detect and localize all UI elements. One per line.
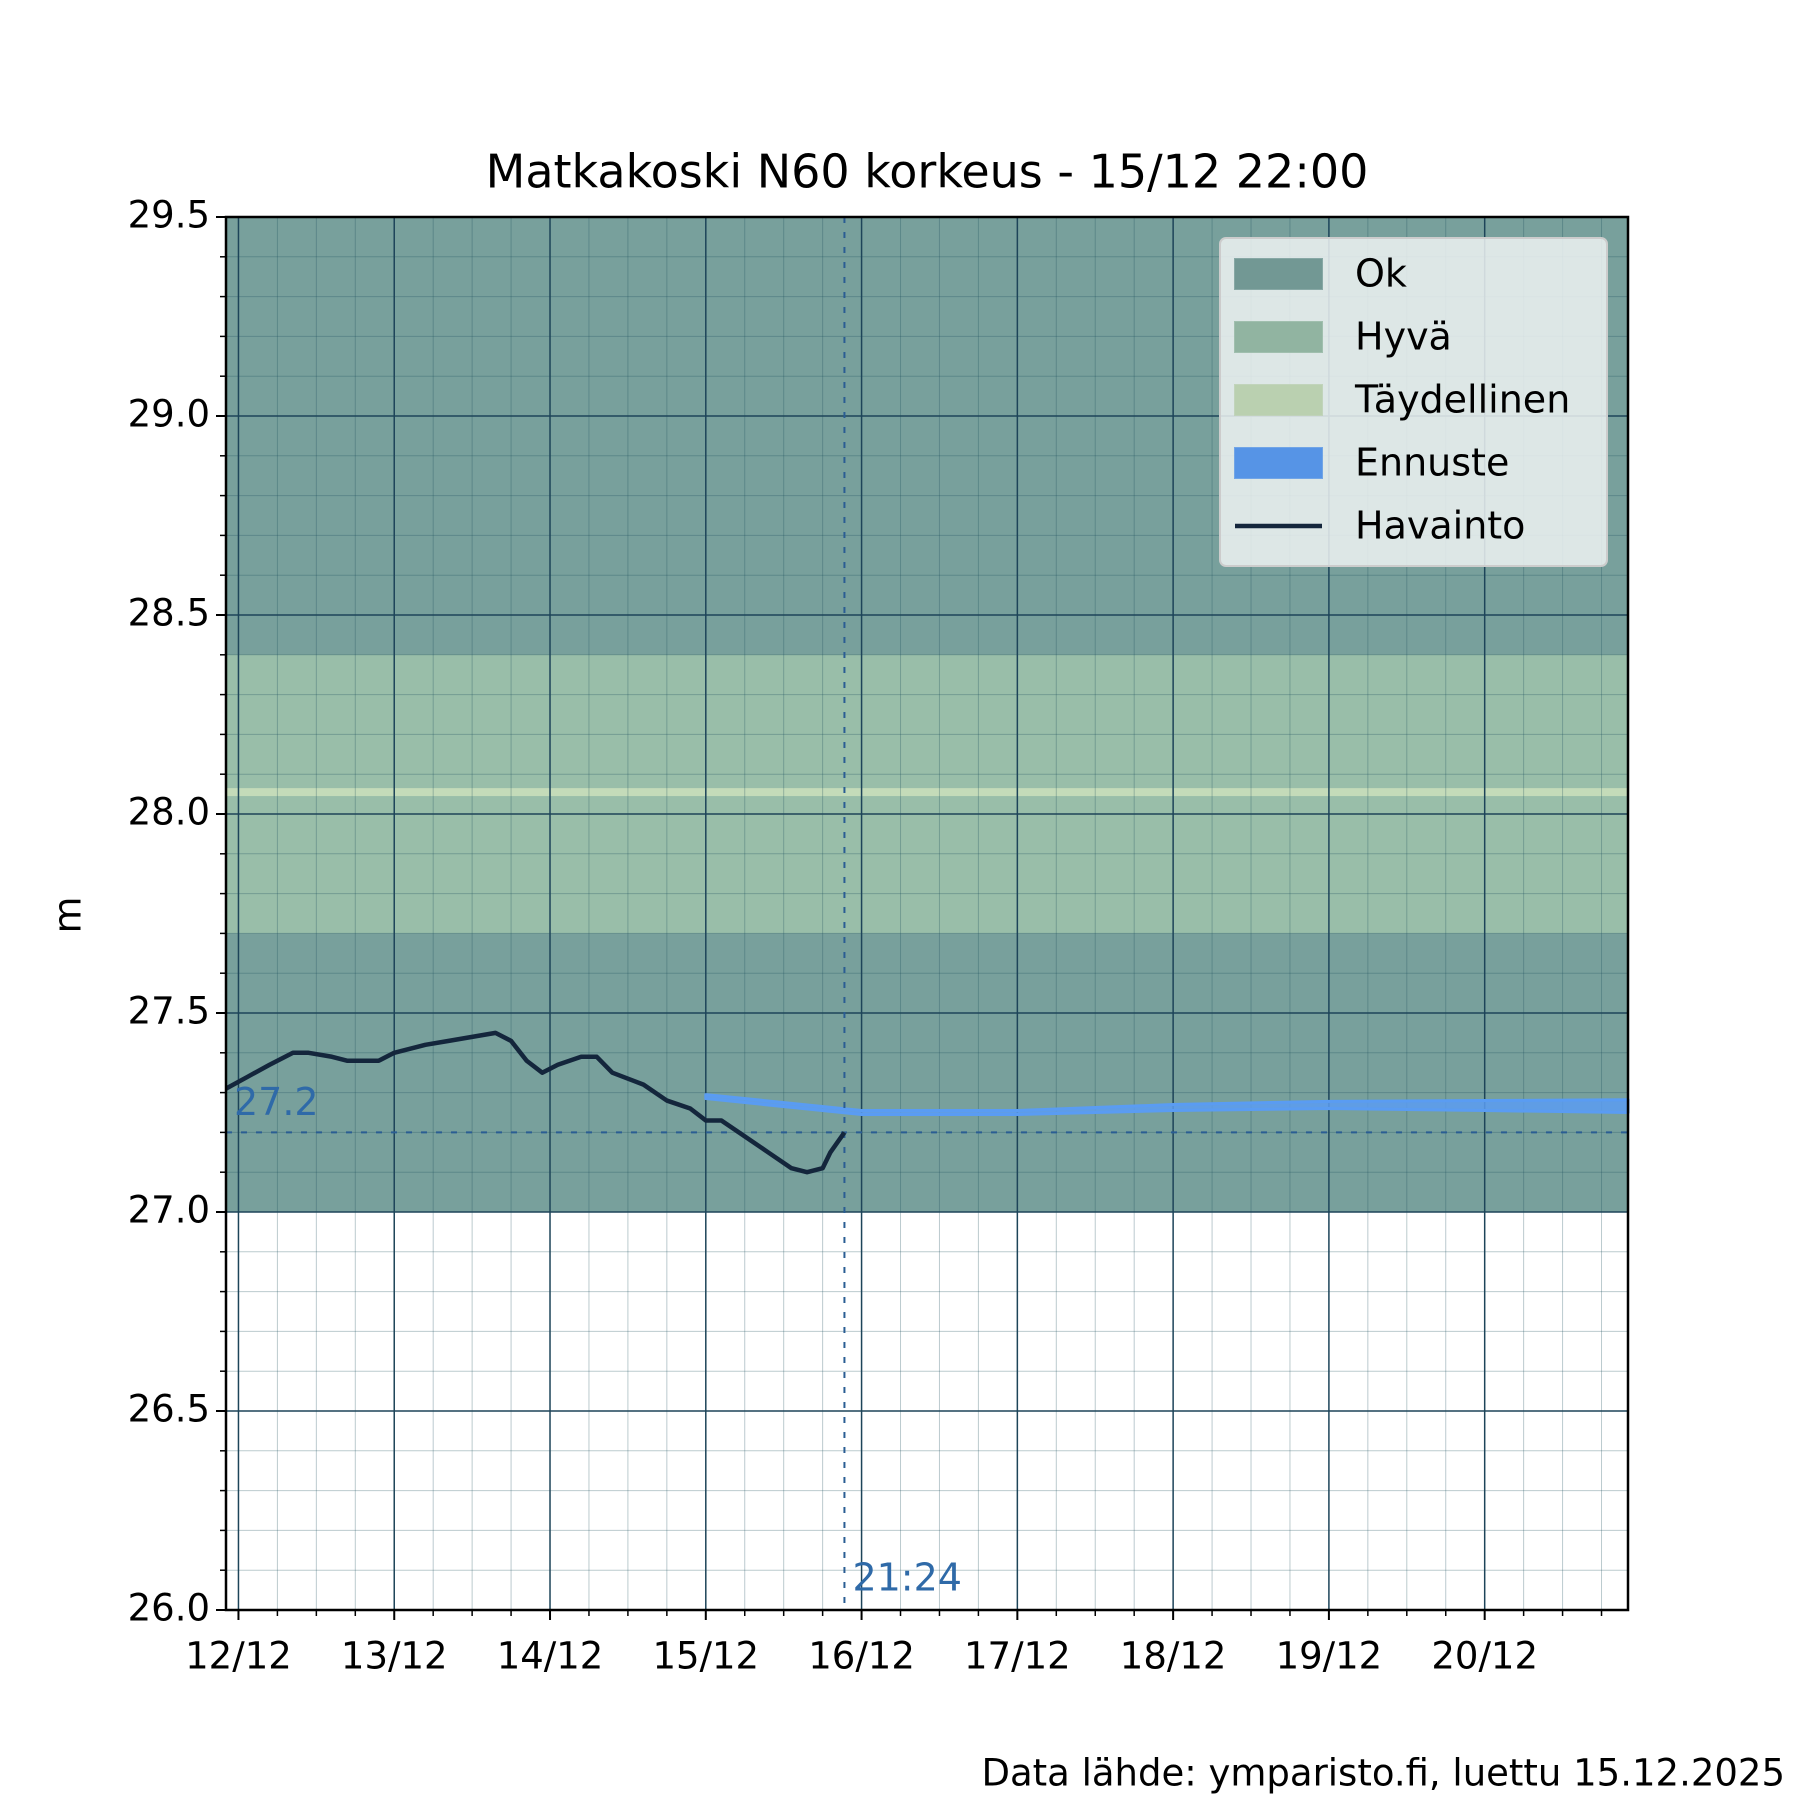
plot-frame [224, 215, 1630, 1612]
now-label: 21:24 [852, 1556, 962, 1600]
legend-label: Hyvä [1355, 315, 1452, 359]
x-tick-label: 20/12 [1431, 1635, 1538, 1678]
observed-line [224, 1030, 847, 1175]
band [226, 788, 1628, 797]
legend-swatch [1234, 321, 1323, 353]
footer: Data lähde: ymparisto.fi, luettu 15.12.2… [981, 1752, 1785, 1795]
last-value-label: 27.2 [234, 1080, 319, 1124]
x-tick-label: 16/12 [808, 1635, 915, 1678]
legend-swatch [1234, 447, 1323, 479]
legend-box [1219, 237, 1608, 567]
y-tick-label: 27.0 [128, 1189, 210, 1232]
x-tick-label: 17/12 [964, 1635, 1071, 1678]
legend-label: Ennuste [1355, 441, 1509, 485]
y-tick-label: 27.5 [128, 990, 210, 1033]
y-tick-label: 26.0 [128, 1587, 210, 1630]
chart-title: Matkakoski N60 korkeus - 15/12 22:00 [486, 145, 1369, 199]
y-axis-label: m [46, 896, 90, 933]
legend-swatch [1234, 258, 1323, 290]
y-tick-label: 28.0 [128, 791, 210, 834]
x-tick-label: 12/12 [185, 1635, 292, 1678]
y-tick-label: 29.0 [128, 393, 210, 436]
legend-label: Ok [1355, 252, 1407, 296]
y-tick-label: 26.5 [128, 1388, 210, 1431]
x-tick-label: 19/12 [1276, 1635, 1383, 1678]
legend-label: Täydellinen [1354, 378, 1570, 422]
y-tick-label: 28.5 [128, 592, 210, 635]
y-tick-label: 29.5 [128, 194, 210, 237]
x-tick-label: 14/12 [497, 1635, 604, 1678]
x-tick-label: 15/12 [652, 1635, 759, 1678]
legend-swatch [1234, 384, 1323, 416]
x-tick-label: 13/12 [341, 1635, 448, 1678]
legend-label: Havainto [1355, 504, 1525, 548]
x-tick-label: 18/12 [1120, 1635, 1227, 1678]
